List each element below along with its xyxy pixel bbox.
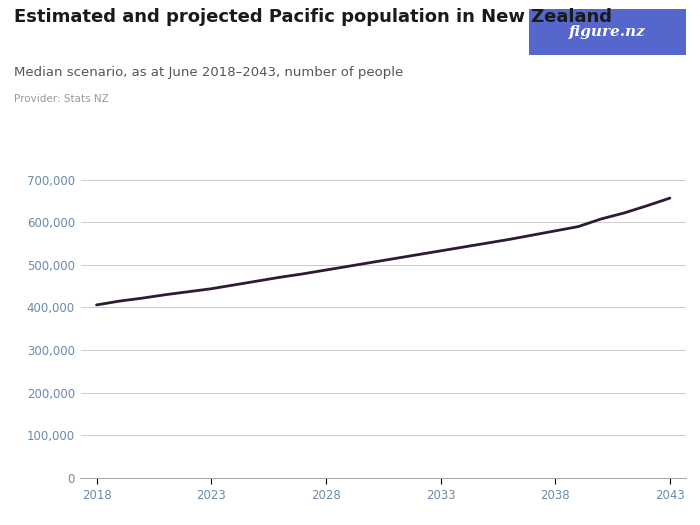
Text: Provider: Stats NZ: Provider: Stats NZ xyxy=(14,94,108,104)
Text: figure.nz: figure.nz xyxy=(569,25,645,39)
Text: Estimated and projected Pacific population in New Zealand: Estimated and projected Pacific populati… xyxy=(14,8,612,26)
Text: Median scenario, as at June 2018–2043, number of people: Median scenario, as at June 2018–2043, n… xyxy=(14,66,403,79)
